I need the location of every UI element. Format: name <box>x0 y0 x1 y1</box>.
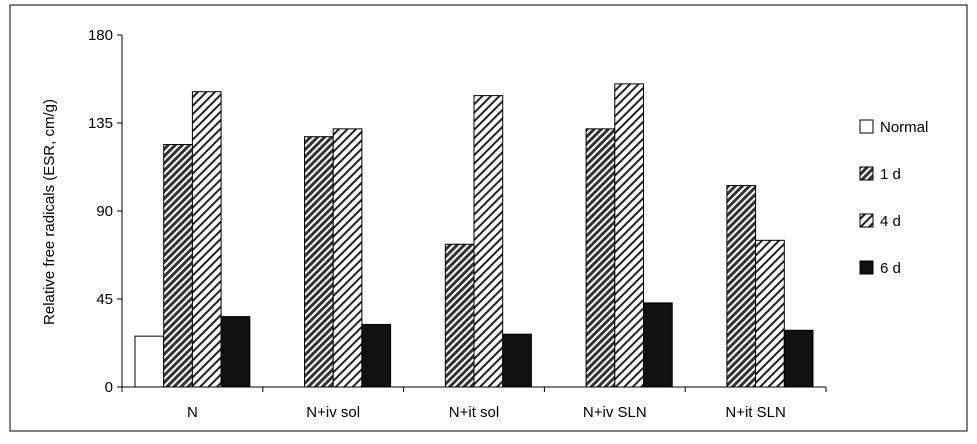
x-tick-label: N+iv sol <box>306 404 360 421</box>
legend-swatch <box>859 119 874 134</box>
bar-1-d-0 <box>163 144 193 388</box>
bar-4-d-3 <box>614 83 644 388</box>
x-tick-label: N+it SLN <box>725 404 785 421</box>
y-tick-label: 0 <box>105 379 113 396</box>
y-tick-label: 135 <box>88 115 113 132</box>
bar-6-d-2 <box>502 333 532 388</box>
bar-4-d-1 <box>332 128 363 388</box>
bar-6-d-3 <box>643 302 673 388</box>
x-axis: N N+iv sol N+it sol N+iv SLN N+it SLN <box>121 386 827 421</box>
bar-1-d-1 <box>304 136 334 388</box>
y-tick-label: 180 <box>88 27 113 44</box>
y-axis: 0 45 90 135 180 <box>88 27 123 396</box>
legend-swatch <box>859 213 874 228</box>
y-axis-label: Relative free radicals (ESR, cm/g) <box>41 99 58 325</box>
bars <box>134 83 814 388</box>
bar-1-d-3 <box>585 128 616 388</box>
legend-label: Normal <box>880 119 928 136</box>
bar-1-d-4 <box>726 185 757 388</box>
bar-4-d-4 <box>755 239 785 388</box>
legend-label: 6 d <box>880 260 901 277</box>
bar-6-d-4 <box>783 329 814 388</box>
outer-frame <box>9 4 968 432</box>
x-tick-label: N+iv SLN <box>583 404 647 421</box>
bar-1-d-2 <box>444 243 475 388</box>
bar-6-d-0 <box>220 316 251 388</box>
y-tick-label: 45 <box>96 291 113 308</box>
bar-normal-0 <box>134 335 165 388</box>
y-tick-label: 90 <box>96 203 113 220</box>
legend-label: 4 d <box>880 213 901 230</box>
x-tick-label: N+it sol <box>449 404 499 421</box>
legend-swatch <box>859 166 874 181</box>
legend: Normal 1 d 4 d 6 d <box>859 119 928 277</box>
legend-label: 1 d <box>880 166 901 183</box>
bar-4-d-0 <box>191 91 222 388</box>
bar-4-d-2 <box>473 95 504 388</box>
legend-swatch <box>859 260 874 275</box>
x-tick-label: N <box>187 404 198 421</box>
bar-6-d-1 <box>361 323 392 388</box>
